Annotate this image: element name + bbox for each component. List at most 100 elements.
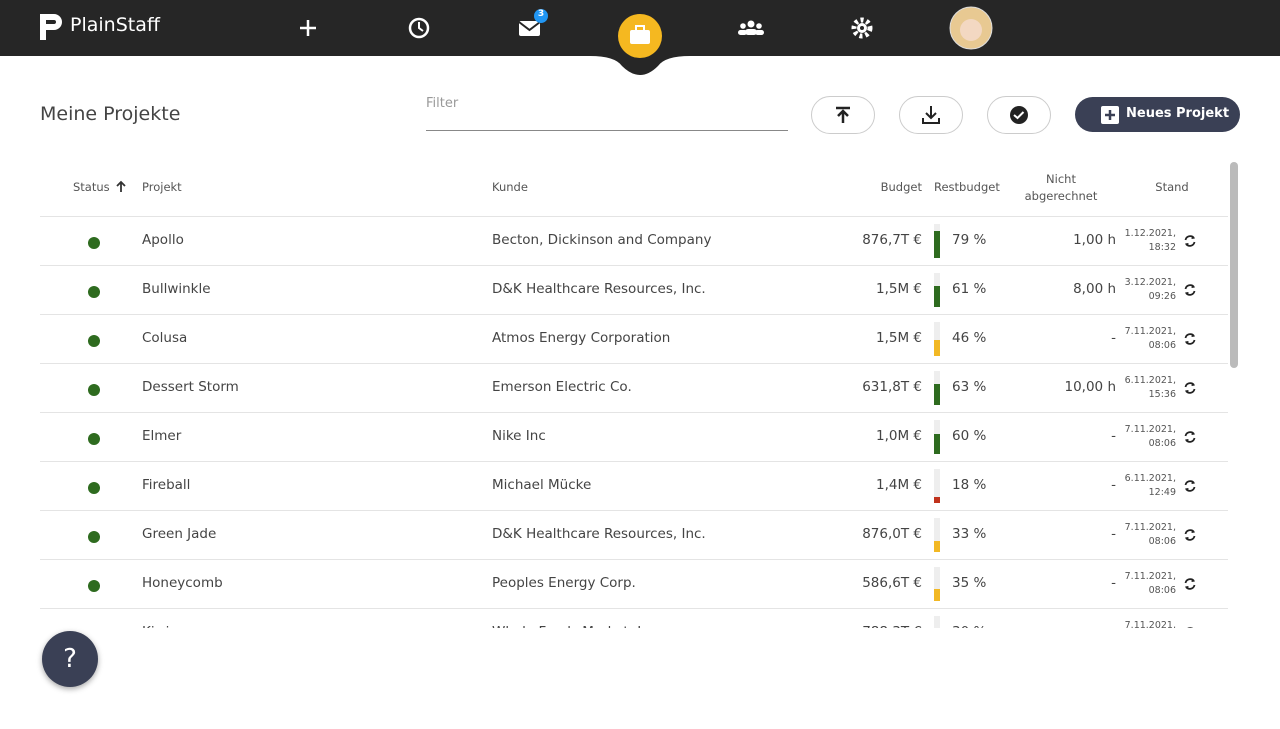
stand-date: 6.11.2021,	[1124, 375, 1176, 386]
briefcase-icon	[630, 30, 650, 44]
customer-name: Whole Foods Market, Inc.	[492, 624, 661, 628]
sync-icon[interactable]	[1183, 430, 1197, 444]
project-name: Elmer	[142, 428, 182, 444]
project-table: Status Projekt Kunde Budget Restbudget Nicht …	[40, 160, 1228, 628]
column-header[interactable]: Projekt	[142, 180, 182, 194]
rest-bar	[934, 589, 940, 601]
time-icon[interactable]	[408, 17, 430, 39]
rest-bar	[934, 433, 940, 454]
sync-icon[interactable]	[1183, 528, 1197, 542]
rest-bar	[934, 286, 940, 307]
avatar-face	[960, 19, 982, 41]
stand: 7.11.2021,08:06	[1125, 570, 1176, 598]
download-button[interactable]	[899, 96, 963, 134]
download-icon	[922, 106, 940, 124]
status-dot	[88, 580, 100, 592]
check-icon	[1010, 106, 1028, 124]
sync-icon[interactable]	[1183, 283, 1197, 297]
project-name: Fireball	[142, 477, 191, 493]
table-row[interactable]: Apollo Becton, Dickinson and Company 876,7…	[40, 217, 1228, 266]
stand-date: 7.11.2021,	[1124, 326, 1176, 337]
unbilled: -	[1111, 526, 1116, 542]
stand: 7.11.2021, 08:06	[1125, 423, 1176, 451]
stand: 7.11.2021, 08:06	[1125, 521, 1176, 549]
table-row[interactable]: Honeycomb Peoples Energy Corp. 586,6T € 35 …	[40, 560, 1228, 609]
rest-bar-track	[934, 420, 940, 454]
sync-icon[interactable]	[1183, 234, 1197, 248]
page-title: Meine Projekte	[40, 103, 181, 125]
column-header[interactable]: Stand	[1155, 180, 1189, 194]
rest-percent: 63 %	[952, 379, 987, 395]
customer-name: Emerson Electric Co.	[492, 379, 632, 395]
team-icon[interactable]	[738, 20, 764, 36]
stand: 3.12.2021, 09:26	[1125, 276, 1176, 304]
stand-date: 7.11.2021,	[1124, 424, 1176, 435]
rest-percent: 18 %	[952, 477, 987, 493]
stand-time: 15:36	[1148, 389, 1176, 400]
unbilled: 1,00 h	[1073, 232, 1116, 248]
status-dot	[88, 237, 100, 249]
sync-icon[interactable]	[1183, 381, 1197, 395]
brand[interactable]: PlainStaff	[70, 14, 160, 36]
column-header[interactable]: Restbudget	[934, 180, 1000, 194]
stand: 6.11.2021, 12:49	[1125, 472, 1176, 500]
rest-bar	[934, 540, 940, 552]
customer-name: Becton, Dickinson and Company	[492, 232, 712, 248]
budget: 1,5M €	[876, 281, 922, 297]
stand: 7.11.2021,08:06	[1125, 619, 1176, 628]
sync-icon[interactable]	[1183, 577, 1197, 591]
check-button[interactable]	[987, 96, 1051, 134]
table-row[interactable]: Fireball Michael Mücke 1,4M € 18 % -6.11.202…	[40, 462, 1228, 511]
customer-name: Atmos Energy Corporation	[492, 330, 671, 346]
add-icon[interactable]	[300, 20, 316, 36]
customer-name: D&K Healthcare Resources, Inc.	[492, 281, 706, 297]
badge	[534, 9, 548, 23]
rest-percent: 30 %	[952, 624, 986, 628]
navbar: PlainStaff 3	[0, 0, 1280, 75]
column-header[interactable]: Kunde	[492, 180, 528, 194]
table-row[interactable]: Kiwi Whole Foods Market, Inc. 788,3T € 30 %…	[40, 609, 1228, 628]
column-header[interactable]: Budget	[880, 180, 922, 194]
table-row[interactable]: Bullwinkle D&K Healthcare Resources, Inc.…	[40, 266, 1228, 315]
rest-bar-track	[934, 469, 940, 503]
help-button[interactable]: ?	[42, 631, 98, 687]
budget: 1,0M €	[876, 428, 922, 444]
sync-icon[interactable]	[1183, 626, 1197, 628]
column-header[interactable]: Status	[73, 180, 110, 194]
sync-icon[interactable]	[1183, 479, 1197, 493]
rest-bar	[934, 383, 940, 405]
rest-bar	[934, 231, 940, 258]
stand-time: 08:06	[1148, 536, 1176, 547]
sort-arrow[interactable]	[115, 180, 127, 194]
sync-icon[interactable]	[1183, 332, 1197, 346]
stand-time: 08:06	[1148, 585, 1176, 596]
project-name: Honeycomb	[142, 575, 223, 591]
rest-bar	[934, 340, 940, 356]
filter-input[interactable]: Filter	[426, 96, 788, 131]
status-dot	[88, 433, 100, 445]
unbilled: 10,00 h	[1064, 379, 1117, 395]
stand-time: 08:06	[1148, 340, 1176, 351]
new-project-button[interactable]: Neues Projekt	[1075, 97, 1240, 132]
stand: 1.12.2021, 18:32	[1125, 227, 1176, 255]
stand: 6.11.2021, 15:36	[1125, 374, 1176, 402]
table-row[interactable]: Colusa Atmos Energy Corporation 1,5M € 46 %…	[40, 315, 1228, 364]
settings-icon[interactable]	[851, 17, 873, 39]
scrollbar[interactable]	[1230, 162, 1238, 368]
table-row[interactable]: Dessert Storm Emerson Electric Co. 631,8T …	[40, 364, 1228, 413]
status-dot	[88, 482, 100, 494]
table-row[interactable]: Green Jade D&K Healthcare Resources, Inc.…	[40, 511, 1228, 560]
stand-date: 7.11.2021,	[1124, 522, 1176, 533]
project-name: Apollo	[142, 232, 184, 248]
customer-name: Nike Inc	[492, 428, 546, 444]
rest-percent: 46 %	[952, 330, 987, 346]
upload-button[interactable]	[811, 96, 875, 134]
column-header[interactable]: Nicht abgerechnet	[1024, 172, 1098, 203]
budget: 631,8T €	[862, 379, 922, 395]
stand-time: 08:06	[1148, 438, 1176, 449]
project-name: Kiwi	[142, 624, 169, 628]
table-row[interactable]: Elmer Nike Inc 1,0M € 60 % -7.11.2021, 08:06	[40, 413, 1228, 462]
project-name: Dessert Storm	[142, 379, 239, 395]
stand-time: 09:26	[1148, 291, 1176, 302]
stand-time: 12:49	[1148, 487, 1176, 498]
